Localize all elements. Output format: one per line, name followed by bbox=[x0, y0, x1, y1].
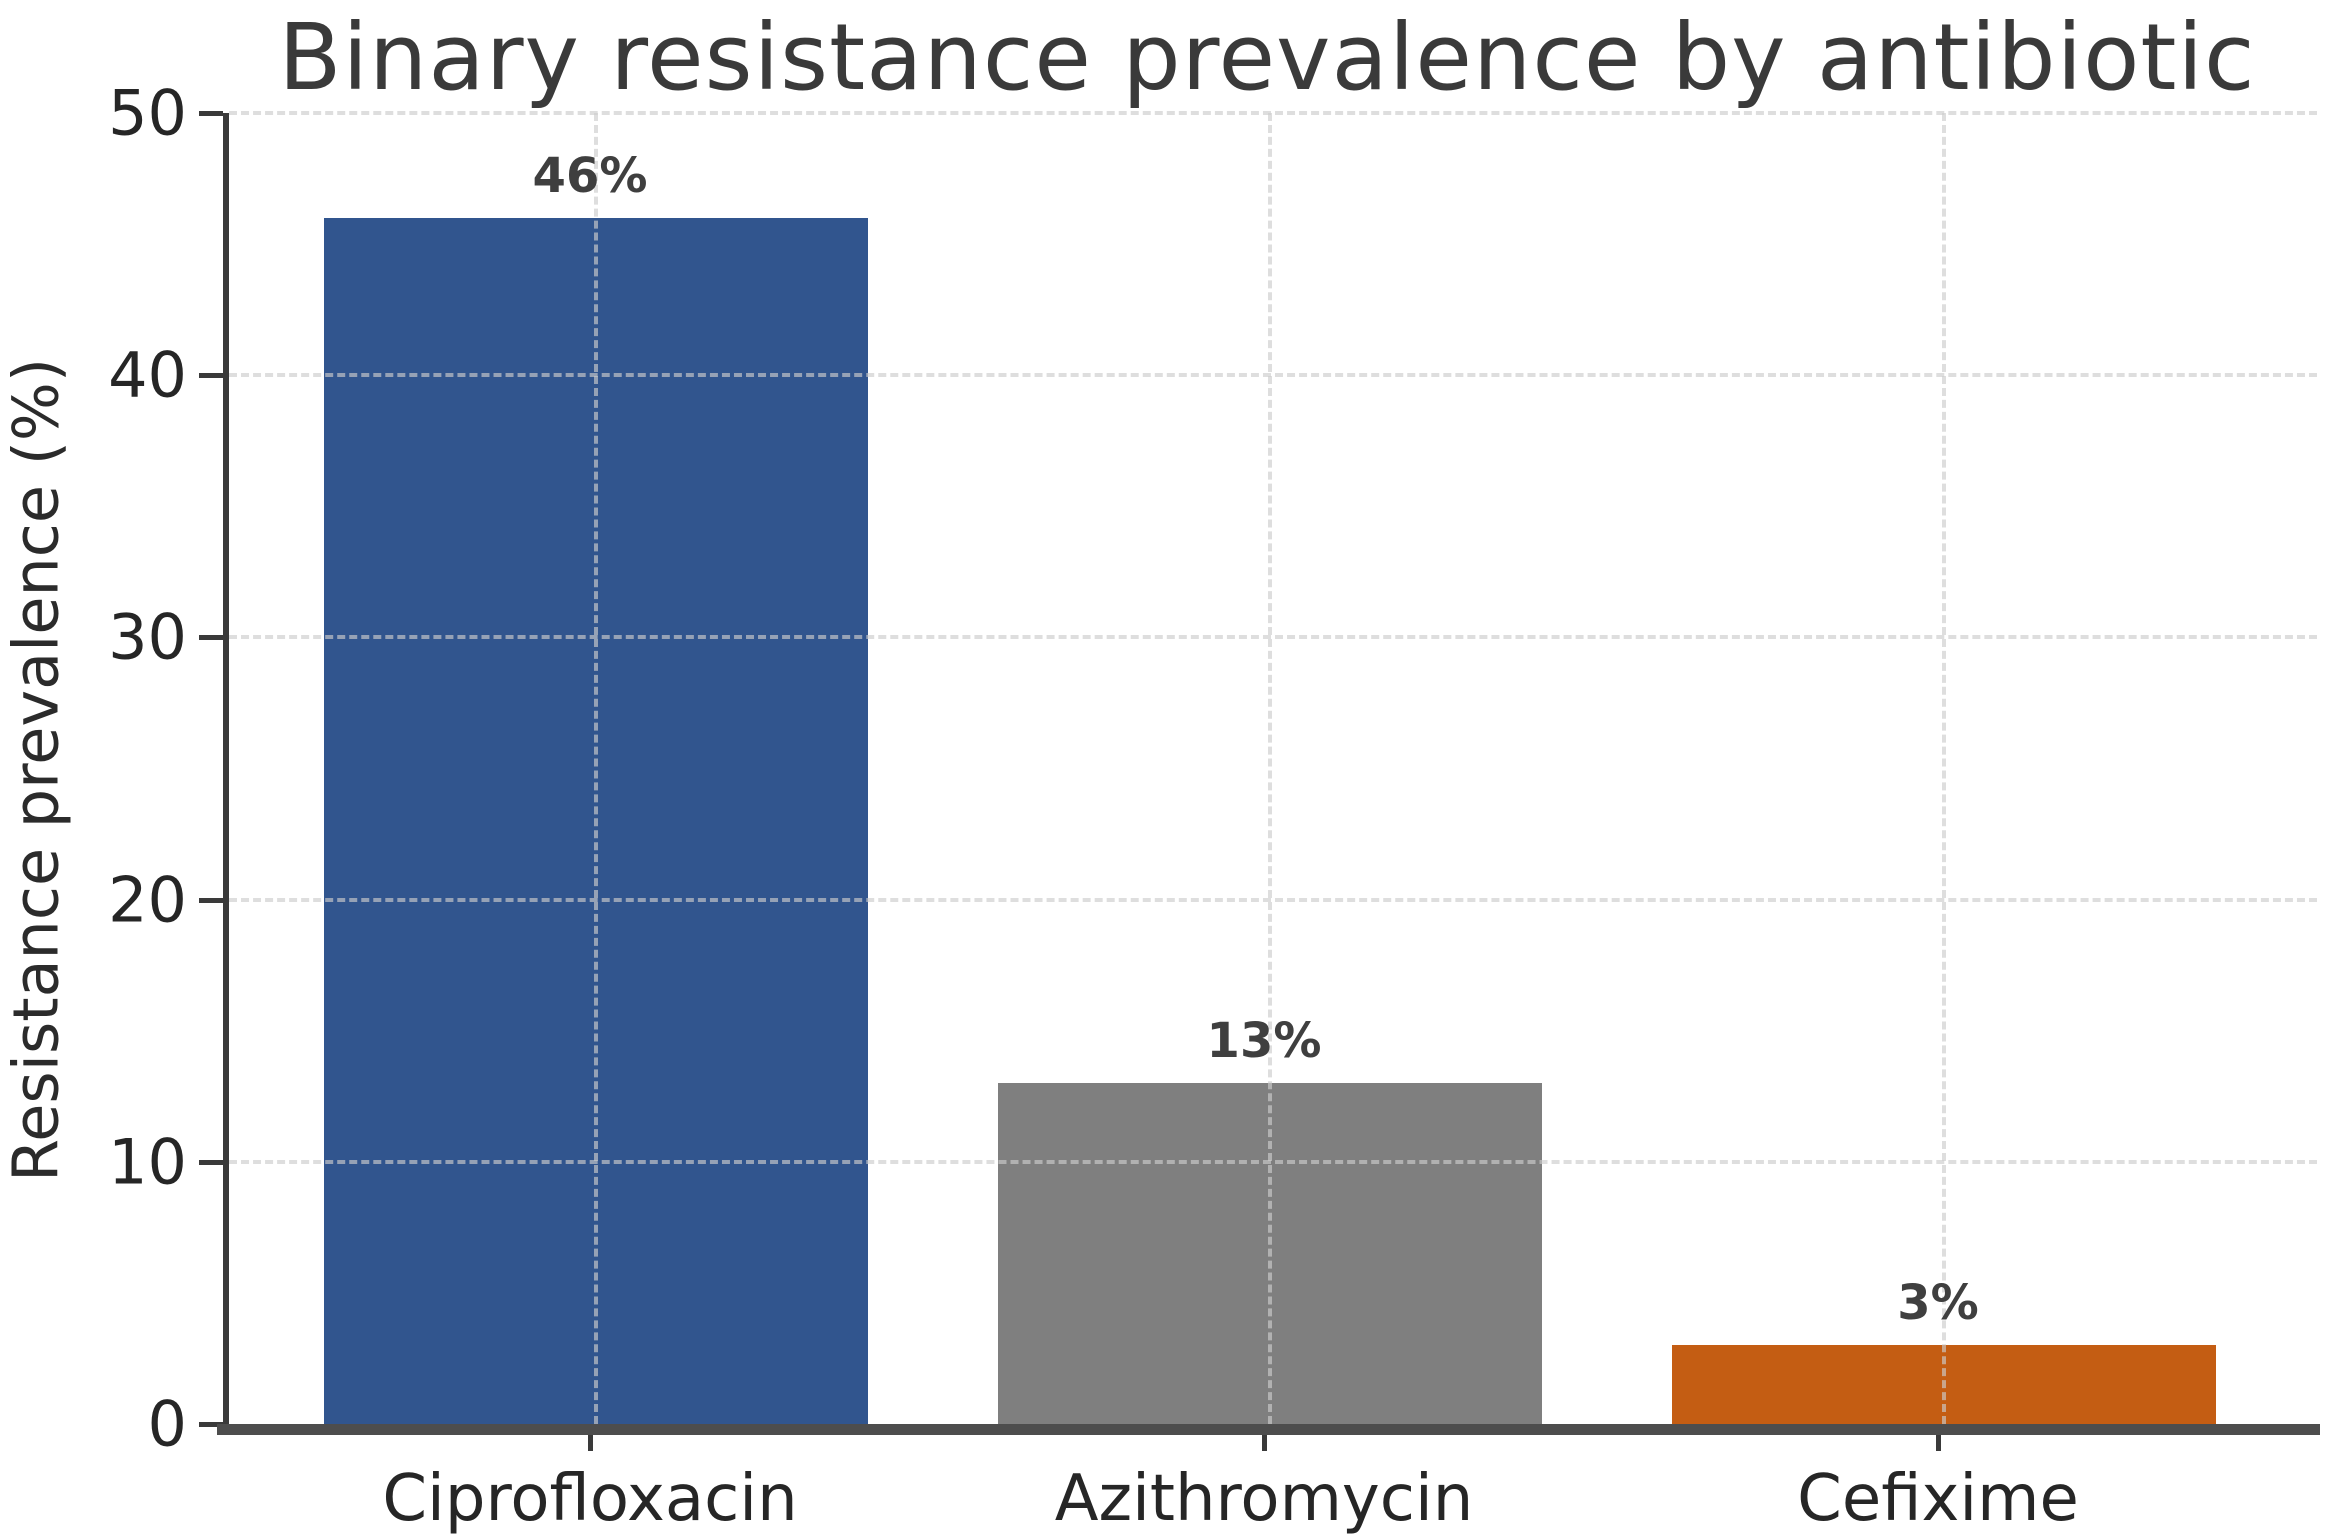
y-tick-mark bbox=[199, 1159, 223, 1165]
y-tick-label: 30 bbox=[108, 600, 187, 674]
v-gridline bbox=[594, 113, 598, 1424]
bar-value-label: 13% bbox=[1206, 1013, 1322, 1070]
bar-value-label: 46% bbox=[532, 147, 648, 204]
y-tick-mark bbox=[199, 1422, 223, 1427]
x-tick-label: Azithromycin bbox=[1054, 1462, 1474, 1536]
bar-value-label: 3% bbox=[1897, 1275, 1979, 1332]
plot-area bbox=[223, 111, 2317, 1424]
chart-title: Binary resistance prevalence by antibiot… bbox=[278, 4, 2256, 111]
x-tick-label: Ciprofloxacin bbox=[382, 1462, 798, 1536]
v-gridline bbox=[1942, 113, 1946, 1424]
y-tick-mark bbox=[199, 111, 223, 116]
x-tick-mark bbox=[1936, 1435, 1941, 1451]
h-gridline bbox=[229, 373, 2317, 378]
y-tick-mark bbox=[199, 373, 223, 379]
x-axis-line bbox=[217, 1424, 2320, 1435]
y-tick-label: 0 bbox=[147, 1387, 187, 1461]
x-tick-mark bbox=[1262, 1435, 1267, 1451]
y-tick-label: 50 bbox=[108, 76, 187, 150]
y-tick-label: 10 bbox=[108, 1125, 187, 1199]
x-tick-mark bbox=[588, 1435, 593, 1451]
y-axis-label: Resistance prevalence (%) bbox=[0, 357, 73, 1183]
h-gridline bbox=[229, 111, 2317, 115]
h-gridline bbox=[229, 635, 2317, 640]
x-tick-label: Cefixime bbox=[1797, 1462, 2079, 1536]
h-gridline bbox=[229, 1159, 2317, 1164]
h-gridline bbox=[229, 897, 2317, 902]
y-tick-label: 40 bbox=[108, 338, 187, 412]
y-tick-label: 20 bbox=[108, 863, 187, 937]
y-tick-mark bbox=[199, 897, 223, 903]
v-gridline bbox=[1268, 113, 1272, 1424]
y-tick-mark bbox=[199, 635, 223, 641]
